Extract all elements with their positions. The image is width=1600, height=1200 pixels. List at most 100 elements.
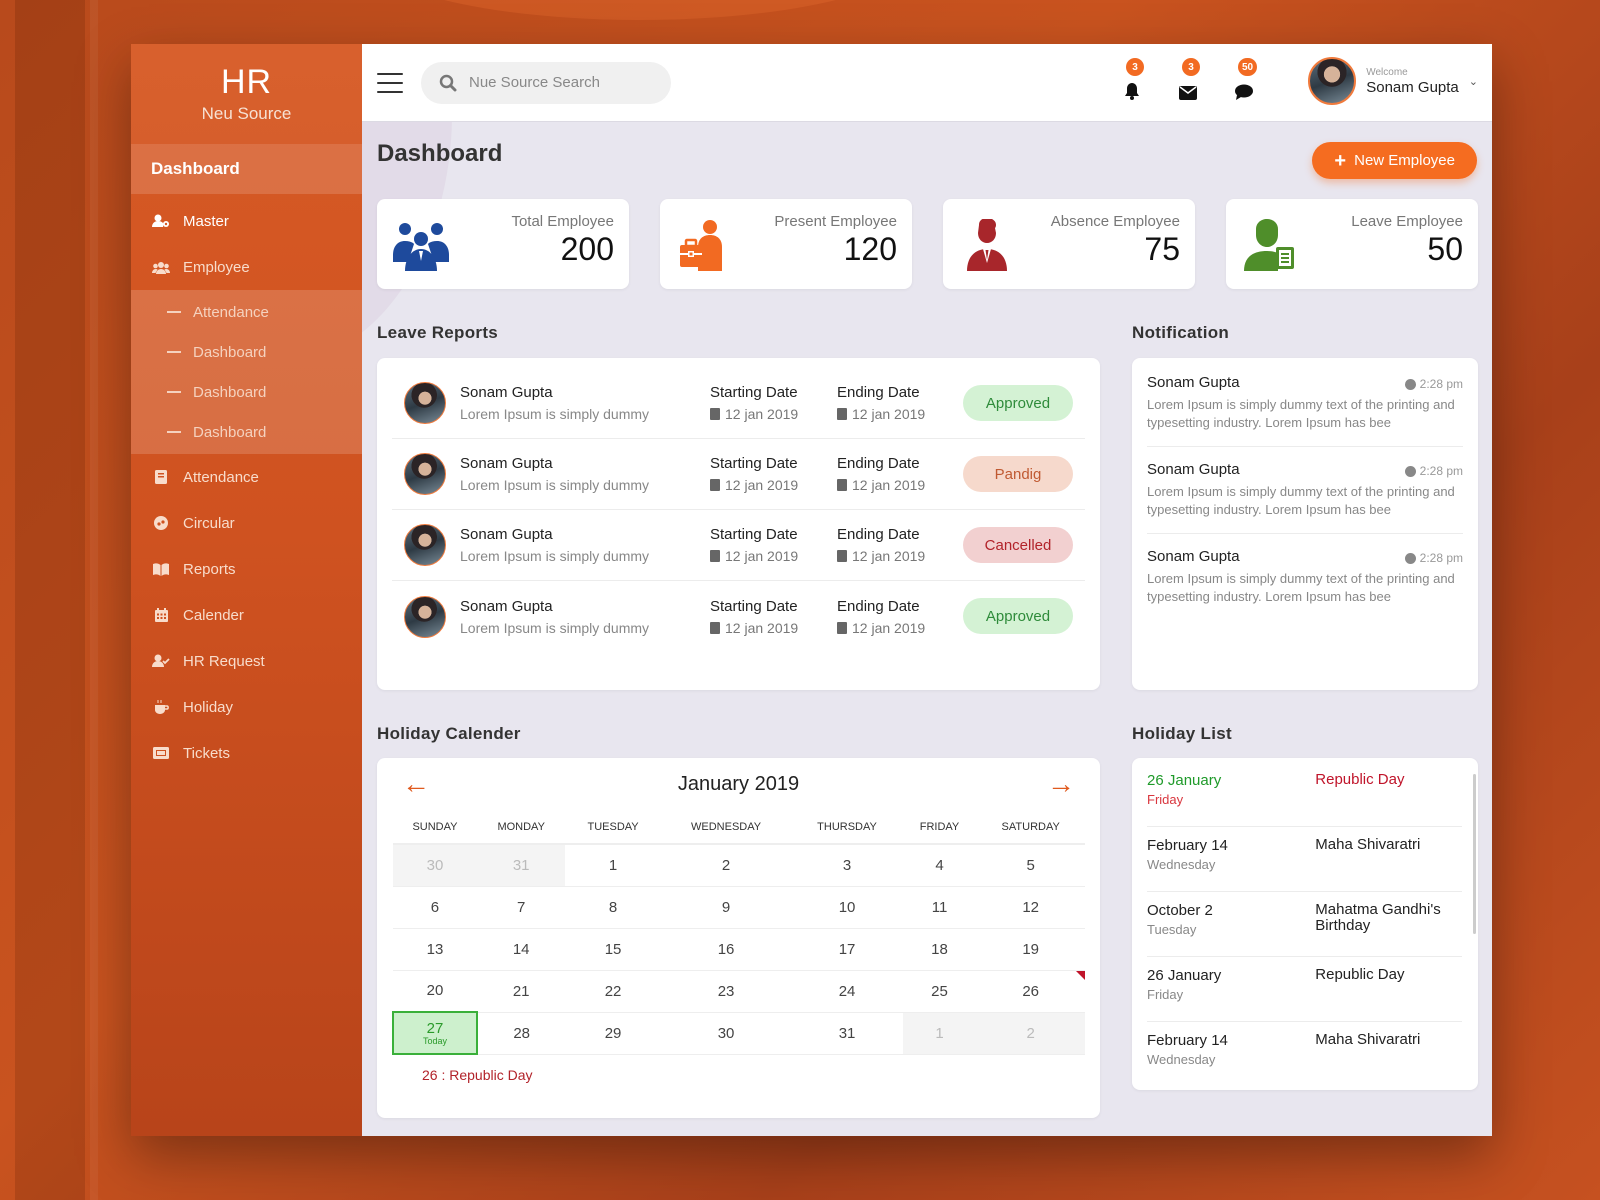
stat-label: Absence Employee bbox=[1050, 213, 1180, 230]
calendar-day[interactable]: 30 bbox=[660, 1012, 792, 1055]
calendar-day[interactable]: 20 bbox=[393, 970, 477, 1013]
calendar-day[interactable]: 23 bbox=[660, 970, 792, 1013]
notification-item[interactable]: Sonam Gupta 2:28 pm Lorem Ipsum is simpl… bbox=[1147, 455, 1463, 534]
calendar-day[interactable]: 11 bbox=[902, 886, 977, 929]
status-badge[interactable]: Approved bbox=[963, 385, 1073, 421]
topbar-icons: 3 3 50 bbox=[1118, 58, 1258, 100]
calendar-day-holiday[interactable]: 26 bbox=[976, 970, 1085, 1013]
calendar-day[interactable]: 13 bbox=[393, 928, 477, 971]
status-badge[interactable]: Approved bbox=[963, 598, 1073, 634]
holiday-item[interactable]: 26 January Friday Republic Day bbox=[1147, 762, 1462, 827]
submenu-label: Dashboard bbox=[193, 423, 267, 441]
prev-month-arrow-icon[interactable]: ← bbox=[402, 768, 430, 799]
scrollbar[interactable] bbox=[1473, 774, 1476, 934]
sidebar-item-attendance[interactable]: Attendance bbox=[131, 454, 362, 500]
leave-row[interactable]: Sonam Gupta Lorem Ipsum is simply dummy S… bbox=[392, 510, 1085, 581]
brand[interactable]: HR Neu Source bbox=[131, 44, 362, 144]
holiday-weekday: Friday bbox=[1147, 792, 1184, 807]
holiday-item[interactable]: February 14 Wednesday Maha Shivaratri bbox=[1147, 1022, 1462, 1087]
submenu-item-attendance[interactable]: Attendance bbox=[131, 292, 362, 332]
submenu-item-dashboard[interactable]: Dashboard bbox=[131, 372, 362, 412]
calendar-day[interactable]: 24 bbox=[791, 970, 903, 1013]
calendar-day-today[interactable]: 27 Today bbox=[392, 1011, 478, 1055]
calendar-day[interactable]: 25 bbox=[902, 970, 977, 1013]
stat-card-total[interactable]: Total Employee 200 bbox=[377, 199, 629, 289]
calendar-day[interactable]: 8 bbox=[565, 886, 661, 929]
calendar-day[interactable]: 15 bbox=[565, 928, 661, 971]
notification-sender: Sonam Gupta bbox=[1147, 548, 1240, 565]
sidebar-item-circular[interactable]: Circular bbox=[131, 500, 362, 546]
search-box[interactable] bbox=[421, 61, 671, 104]
notification-sender: Sonam Gupta bbox=[1147, 374, 1240, 391]
calendar-day[interactable]: 29 bbox=[565, 1012, 661, 1055]
calendar-day[interactable]: 28 bbox=[476, 1012, 566, 1055]
calendar-day[interactable]: 2 bbox=[660, 844, 792, 887]
sidebar-item-dashboard[interactable]: Dashboard bbox=[131, 144, 362, 194]
sidebar-item-hr-request[interactable]: HR Request bbox=[131, 638, 362, 684]
leave-row[interactable]: Sonam Gupta Lorem Ipsum is simply dummy S… bbox=[392, 368, 1085, 439]
calendar-day[interactable]: 17 bbox=[791, 928, 903, 971]
chat-button[interactable]: 50 bbox=[1230, 58, 1258, 100]
new-employee-button[interactable]: + New Employee bbox=[1312, 142, 1477, 179]
holiday-item[interactable]: 26 January Friday Republic Day bbox=[1147, 957, 1462, 1022]
leave-row[interactable]: Sonam Gupta Lorem Ipsum is simply dummy S… bbox=[392, 439, 1085, 510]
calendar-day[interactable]: 16 bbox=[660, 928, 792, 971]
calendar-day[interactable]: 21 bbox=[476, 970, 566, 1013]
calendar-day[interactable]: 5 bbox=[976, 844, 1085, 887]
sidebar-item-holiday[interactable]: Holiday bbox=[131, 684, 362, 730]
next-month-arrow-icon[interactable]: → bbox=[1046, 768, 1075, 799]
calendar-day[interactable]: 19 bbox=[976, 928, 1085, 971]
notifications-button[interactable]: 3 bbox=[1118, 58, 1146, 100]
calendar-day[interactable]: 7 bbox=[476, 886, 566, 929]
calendar-day[interactable]: 14 bbox=[476, 928, 566, 971]
sidebar-item-reports[interactable]: Reports bbox=[131, 546, 362, 592]
notification-item[interactable]: Sonam Gupta 2:28 pm Lorem Ipsum is simpl… bbox=[1147, 368, 1463, 447]
sidebar-item-employee[interactable]: Employee bbox=[131, 244, 362, 290]
sidebar-item-master[interactable]: Master bbox=[131, 198, 362, 244]
calendar-day[interactable]: 2 bbox=[976, 1012, 1085, 1055]
calendar-day[interactable]: 31 bbox=[476, 844, 566, 887]
calendar-day[interactable]: 10 bbox=[791, 886, 903, 929]
sidebar-item-tickets[interactable]: Tickets bbox=[131, 730, 362, 776]
briefcase-person-icon bbox=[680, 220, 722, 271]
status-badge[interactable]: Pandig bbox=[963, 456, 1073, 492]
submenu-item-dashboard[interactable]: Dashboard bbox=[131, 332, 362, 372]
weekday-header: MONDAY bbox=[476, 810, 566, 845]
stat-value: 50 bbox=[1427, 231, 1463, 267]
notification-item[interactable]: Sonam Gupta 2:28 pm Lorem Ipsum is simpl… bbox=[1147, 542, 1463, 620]
menu-toggle-icon[interactable] bbox=[377, 72, 403, 93]
calendar-day[interactable]: 30 bbox=[393, 844, 477, 887]
starting-date-value: 12 jan 2019 bbox=[725, 477, 799, 493]
calendar-day[interactable]: 1 bbox=[902, 1012, 977, 1055]
user-check-icon bbox=[151, 653, 171, 669]
calendar-day[interactable]: 12 bbox=[976, 886, 1085, 929]
stat-label: Total Employee bbox=[511, 213, 614, 230]
status-badge[interactable]: Cancelled bbox=[963, 527, 1073, 563]
calendar-day[interactable]: 22 bbox=[565, 970, 661, 1013]
stat-card-absence[interactable]: Absence Employee 75 bbox=[943, 199, 1195, 289]
search-input[interactable] bbox=[469, 74, 649, 91]
calendar-day[interactable]: 3 bbox=[791, 844, 903, 887]
submenu-item-dashboard[interactable]: Dashboard bbox=[131, 412, 362, 452]
calendar-day[interactable]: 9 bbox=[660, 886, 792, 929]
holiday-list-card: 26 January Friday Republic Day February 1… bbox=[1132, 758, 1478, 1090]
group-icon bbox=[393, 223, 449, 271]
stat-card-present[interactable]: Present Employee 120 bbox=[660, 199, 912, 289]
notifications-badge: 3 bbox=[1126, 58, 1144, 76]
ending-date-value: 12 jan 2019 bbox=[852, 477, 926, 493]
holiday-item[interactable]: October 2 Tuesday Mahatma Gandhi's Birthd… bbox=[1147, 892, 1462, 957]
calendar-day[interactable]: 31 bbox=[791, 1012, 903, 1055]
sidebar-item-label: Employee bbox=[183, 258, 250, 276]
calendar-day[interactable]: 4 bbox=[902, 844, 977, 887]
stat-card-leave[interactable]: Leave Employee 50 bbox=[1226, 199, 1478, 289]
leave-row[interactable]: Sonam Gupta Lorem Ipsum is simply dummy S… bbox=[392, 581, 1085, 652]
calendar-day[interactable]: 6 bbox=[393, 886, 477, 929]
calendar-day[interactable]: 1 bbox=[565, 844, 661, 887]
holiday-item[interactable]: February 14 Wednesday Maha Shivaratri bbox=[1147, 827, 1462, 892]
sidebar-item-calender[interactable]: Calender bbox=[131, 592, 362, 638]
calendar-icon bbox=[837, 550, 847, 562]
calendar-day[interactable]: 18 bbox=[902, 928, 977, 971]
user-menu[interactable]: Welcome Sonam Gupta ⌄ bbox=[1308, 57, 1478, 105]
messages-button[interactable]: 3 bbox=[1174, 58, 1202, 100]
stat-value: 200 bbox=[560, 231, 614, 267]
